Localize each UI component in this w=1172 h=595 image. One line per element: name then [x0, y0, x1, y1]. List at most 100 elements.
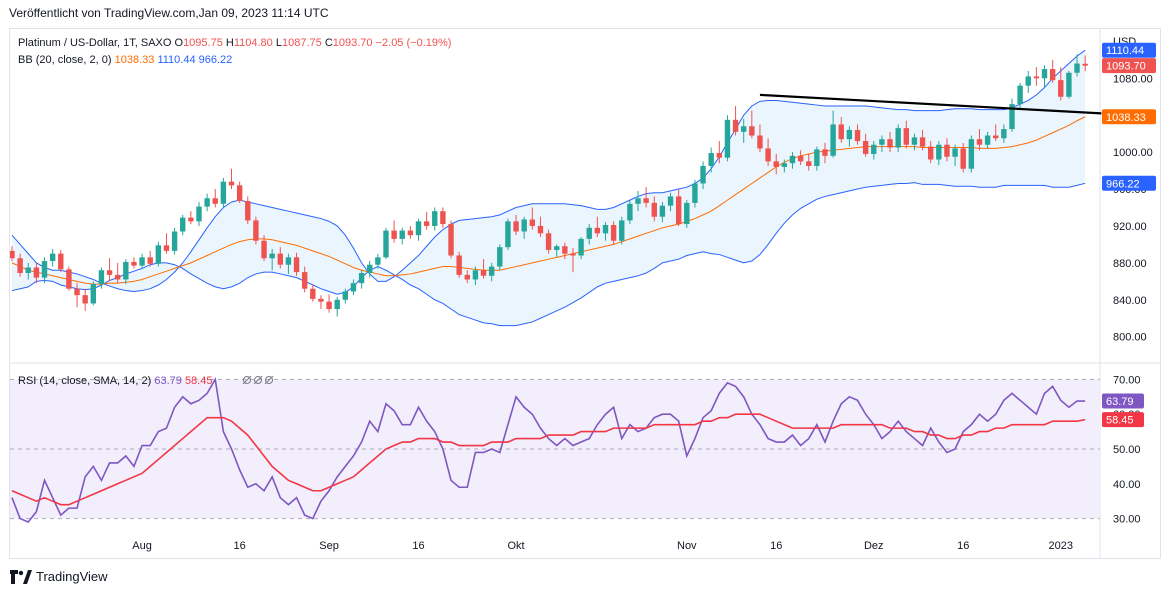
candle[interactable]	[944, 138, 950, 162]
candle[interactable]	[74, 283, 80, 308]
candle[interactable]	[797, 150, 804, 166]
candle[interactable]	[415, 218, 422, 241]
candle[interactable]	[643, 187, 649, 208]
candle[interactable]	[903, 120, 909, 149]
candle[interactable]	[635, 190, 641, 212]
price-axis[interactable]: USD1080.001000.00960.00920.00880.00840.0…	[1102, 36, 1156, 526]
candle[interactable]	[570, 248, 576, 273]
candle[interactable]	[594, 216, 601, 238]
candle[interactable]	[1066, 70, 1072, 99]
candle[interactable]	[554, 244, 560, 258]
candle[interactable]	[537, 216, 544, 238]
candle[interactable]	[708, 147, 714, 173]
candle[interactable]	[806, 153, 812, 171]
candle[interactable]	[822, 142, 828, 164]
candle[interactable]	[887, 131, 893, 153]
candle[interactable]	[456, 251, 462, 278]
candle[interactable]	[1017, 82, 1023, 108]
candle[interactable]	[724, 115, 731, 162]
candle[interactable]	[301, 266, 308, 293]
candle[interactable]	[228, 168, 235, 190]
candle[interactable]	[17, 253, 23, 277]
candle[interactable]	[1033, 67, 1040, 86]
candle[interactable]	[391, 220, 397, 243]
candle[interactable]	[830, 110, 836, 158]
candle[interactable]	[440, 207, 446, 228]
candle[interactable]	[155, 241, 162, 267]
candle[interactable]	[749, 110, 755, 139]
candle[interactable]	[33, 262, 40, 284]
candle[interactable]	[334, 297, 340, 317]
candle[interactable]	[10, 246, 15, 262]
candle[interactable]	[163, 233, 170, 254]
candle[interactable]	[106, 258, 113, 282]
candle[interactable]	[545, 229, 552, 254]
candle[interactable]	[619, 216, 625, 245]
candle[interactable]	[675, 189, 682, 226]
candle[interactable]	[188, 211, 194, 225]
candle[interactable]	[464, 270, 470, 284]
candle[interactable]	[919, 129, 926, 151]
candle[interactable]	[277, 247, 283, 269]
candle[interactable]	[562, 242, 568, 260]
candle[interactable]	[139, 253, 145, 270]
candle[interactable]	[602, 222, 609, 241]
candle[interactable]	[90, 281, 96, 306]
candle[interactable]	[375, 253, 381, 269]
candle[interactable]	[960, 142, 966, 173]
candle[interactable]	[927, 141, 934, 164]
candle[interactable]	[700, 161, 706, 190]
candle[interactable]	[732, 105, 739, 136]
candle[interactable]	[871, 141, 877, 160]
candle[interactable]	[846, 126, 853, 147]
candle[interactable]	[765, 138, 771, 166]
candle[interactable]	[993, 124, 999, 142]
candle[interactable]	[318, 295, 324, 310]
candle[interactable]	[383, 227, 389, 260]
candle[interactable]	[180, 214, 186, 236]
candle[interactable]	[131, 257, 137, 269]
candle[interactable]	[741, 118, 747, 143]
candle[interactable]	[781, 159, 788, 173]
candle[interactable]	[578, 237, 584, 260]
candle[interactable]	[25, 262, 31, 280]
candle[interactable]	[651, 196, 657, 222]
candle[interactable]	[285, 253, 292, 274]
candle[interactable]	[472, 266, 479, 286]
candle[interactable]	[1041, 65, 1048, 88]
candle[interactable]	[968, 135, 975, 173]
candle[interactable]	[521, 216, 527, 239]
candle[interactable]	[814, 146, 820, 171]
candle[interactable]	[838, 117, 844, 143]
candle[interactable]	[1009, 98, 1015, 132]
hidden-series-icon[interactable]	[265, 376, 273, 384]
candle[interactable]	[854, 124, 861, 145]
candle[interactable]	[757, 124, 763, 153]
candle[interactable]	[407, 225, 414, 239]
candle[interactable]	[773, 153, 779, 175]
candle[interactable]	[984, 131, 991, 149]
candle[interactable]	[659, 201, 666, 223]
candle[interactable]	[123, 259, 129, 285]
resistance-trendline[interactable]	[759, 93, 1102, 115]
candle[interactable]	[1049, 59, 1056, 83]
candle[interactable]	[488, 262, 495, 282]
candle[interactable]	[976, 129, 983, 151]
candle[interactable]	[862, 133, 869, 157]
hidden-series-icon[interactable]	[243, 376, 251, 384]
candle[interactable]	[293, 252, 300, 276]
candle[interactable]	[513, 214, 519, 236]
candle[interactable]	[789, 152, 796, 169]
candle[interactable]	[220, 177, 227, 208]
candle[interactable]	[49, 249, 56, 267]
candle[interactable]	[586, 224, 592, 245]
candle[interactable]	[1001, 124, 1007, 143]
candle[interactable]	[350, 279, 357, 296]
candle[interactable]	[326, 294, 332, 313]
chart-svg[interactable]: USD1080.001000.00960.00920.00880.00840.0…	[10, 29, 1160, 558]
candle[interactable]	[58, 249, 64, 273]
candle[interactable]	[236, 181, 243, 203]
candle[interactable]	[310, 284, 316, 302]
candle[interactable]	[432, 207, 438, 231]
candle[interactable]	[245, 196, 251, 225]
